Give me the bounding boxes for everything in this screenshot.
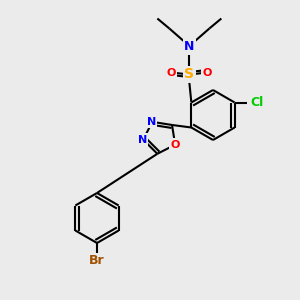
Text: N: N (147, 117, 156, 127)
Text: N: N (184, 40, 194, 53)
Text: O: O (203, 68, 212, 77)
Text: O: O (167, 68, 176, 77)
Text: Cl: Cl (250, 96, 263, 109)
Text: O: O (170, 140, 180, 150)
Text: S: S (184, 68, 194, 82)
Text: N: N (138, 135, 147, 145)
Text: Br: Br (89, 254, 105, 268)
